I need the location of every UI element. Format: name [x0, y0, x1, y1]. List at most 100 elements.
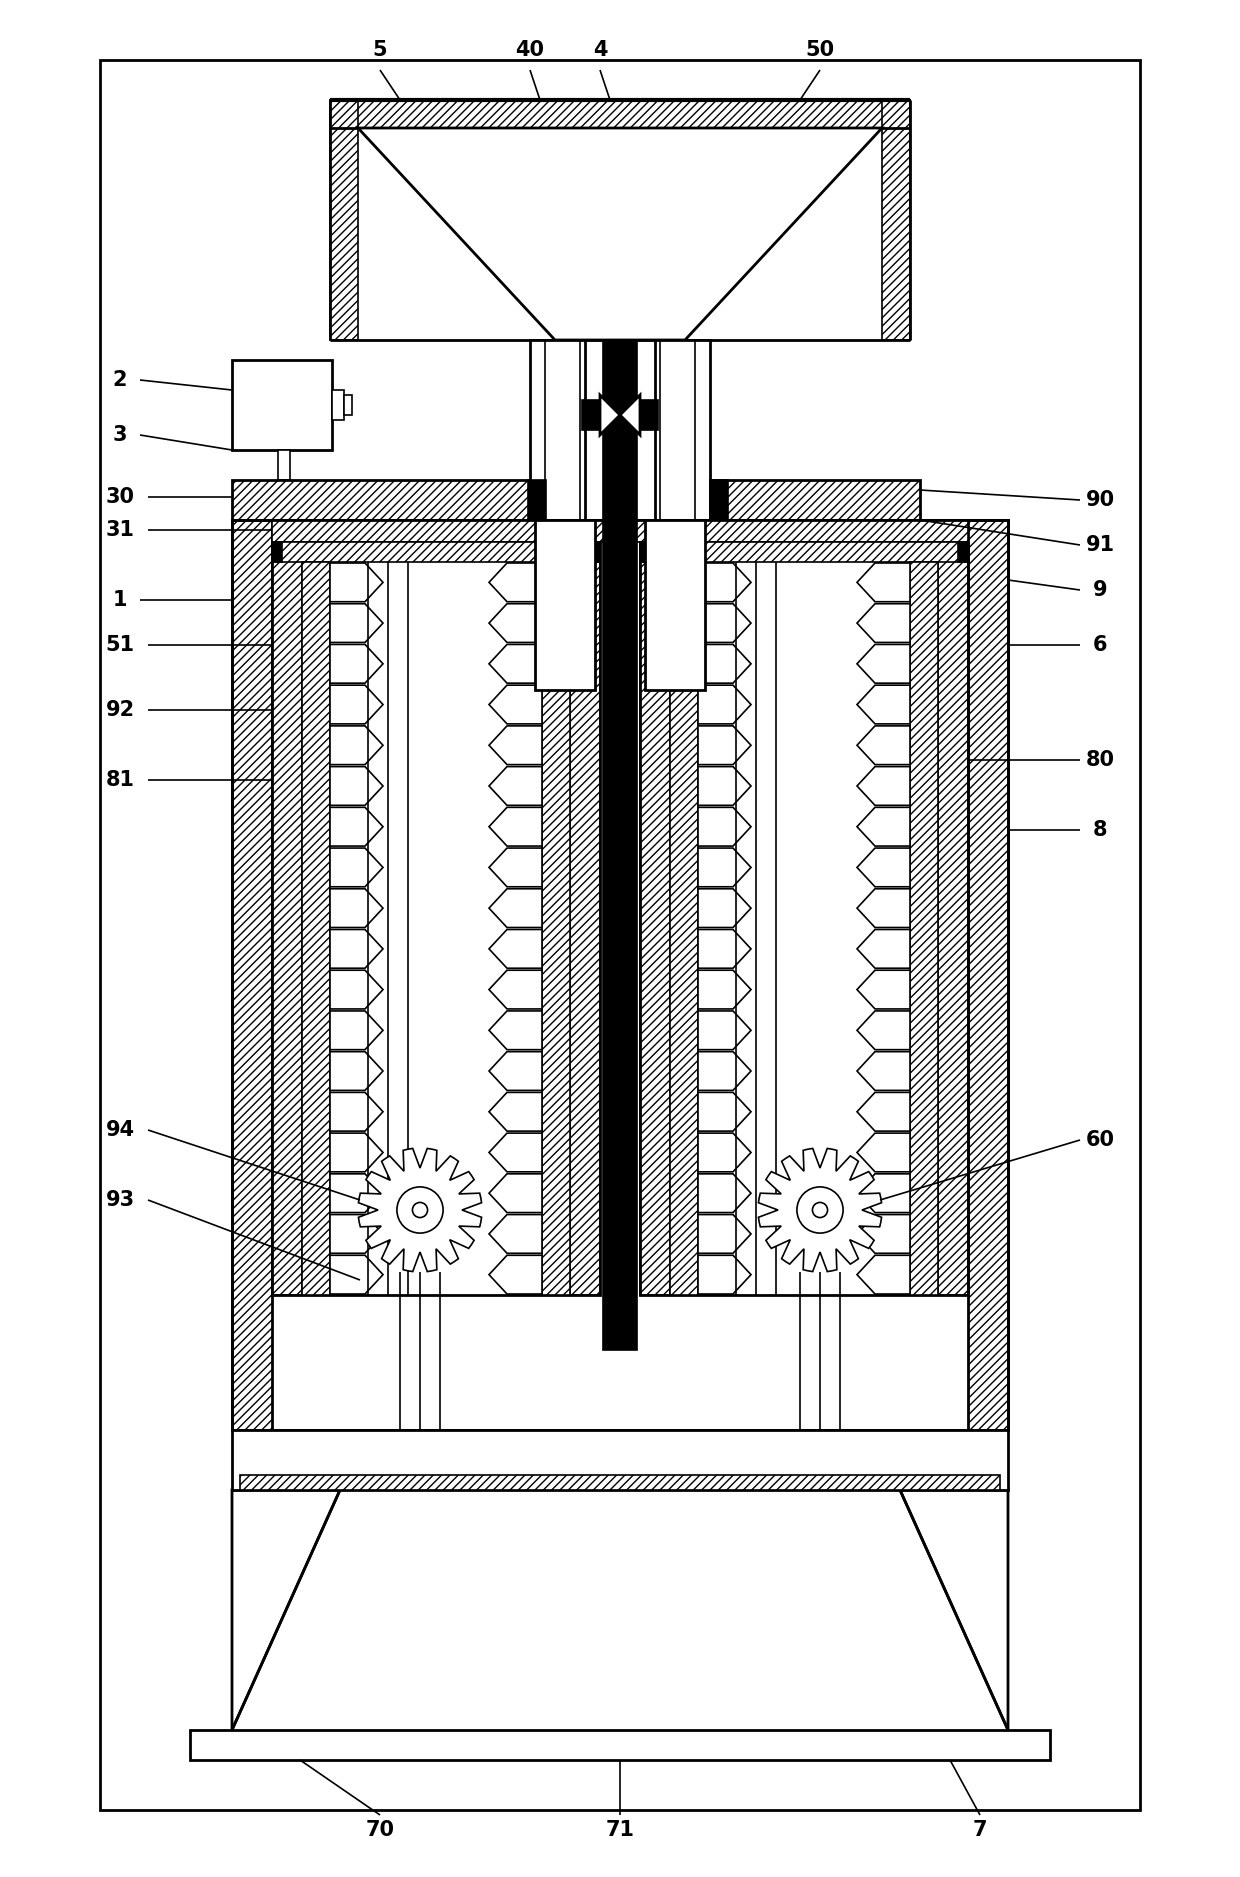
Polygon shape [698, 807, 751, 847]
Polygon shape [330, 766, 383, 805]
Text: 71: 71 [605, 1821, 635, 1839]
Polygon shape [489, 1012, 542, 1049]
Bar [232, 520, 1008, 1430]
Polygon shape [857, 1012, 910, 1049]
Polygon shape [857, 1134, 910, 1171]
Circle shape [413, 1203, 428, 1218]
Polygon shape [489, 766, 542, 805]
Polygon shape [330, 929, 383, 969]
Polygon shape [489, 685, 542, 725]
Polygon shape [698, 970, 751, 1010]
Polygon shape [857, 807, 910, 847]
Polygon shape [698, 563, 751, 603]
Text: 50: 50 [806, 39, 835, 60]
Text: 90: 90 [1085, 490, 1115, 511]
Polygon shape [698, 1256, 751, 1293]
Bar [232, 481, 529, 520]
Polygon shape [489, 1214, 542, 1254]
Polygon shape [857, 848, 910, 886]
Polygon shape [698, 766, 751, 805]
Polygon shape [857, 766, 910, 805]
Bar [232, 1430, 1008, 1490]
Text: 6: 6 [1092, 634, 1107, 655]
Bar [529, 340, 585, 541]
Bar [910, 561, 937, 1295]
Polygon shape [489, 970, 542, 1010]
Bar [603, 340, 637, 1350]
Polygon shape [358, 1149, 481, 1271]
Bar [272, 542, 600, 561]
Bar [639, 400, 658, 430]
Text: 80: 80 [1085, 751, 1115, 770]
Polygon shape [600, 394, 640, 435]
Polygon shape [857, 1051, 910, 1091]
Polygon shape [857, 1092, 910, 1132]
Polygon shape [330, 685, 383, 725]
Bar [937, 542, 968, 1295]
Text: 51: 51 [105, 634, 135, 655]
Bar [272, 520, 968, 542]
Text: 4: 4 [593, 39, 608, 60]
Polygon shape [330, 644, 383, 683]
Polygon shape [232, 1490, 340, 1731]
Polygon shape [330, 1173, 383, 1213]
Polygon shape [489, 929, 542, 969]
Polygon shape [857, 1214, 910, 1254]
Polygon shape [857, 890, 910, 927]
Text: 8: 8 [1092, 820, 1107, 841]
Polygon shape [489, 1092, 542, 1132]
Bar [272, 542, 600, 1295]
Bar [640, 542, 968, 561]
Polygon shape [698, 929, 751, 969]
Bar [670, 561, 698, 1295]
Polygon shape [698, 1214, 751, 1254]
Bar [542, 561, 570, 1295]
Polygon shape [698, 1012, 751, 1049]
Polygon shape [330, 1012, 383, 1049]
Polygon shape [857, 1173, 910, 1213]
Bar [968, 520, 1008, 1430]
Bar [278, 450, 290, 481]
Bar [959, 542, 968, 561]
Polygon shape [698, 1134, 751, 1171]
Text: 93: 93 [105, 1190, 135, 1211]
Bar [330, 99, 910, 128]
Polygon shape [489, 807, 542, 847]
Bar [582, 400, 601, 430]
Polygon shape [698, 685, 751, 725]
Bar [100, 60, 1140, 1809]
Polygon shape [330, 563, 383, 603]
Polygon shape [698, 604, 751, 642]
Polygon shape [330, 848, 383, 886]
Polygon shape [698, 1173, 751, 1213]
Text: 1: 1 [113, 589, 128, 610]
Text: 92: 92 [105, 700, 135, 721]
Polygon shape [857, 563, 910, 603]
Text: 31: 31 [105, 520, 134, 541]
Bar [640, 542, 670, 1295]
Bar [640, 542, 650, 561]
Bar [232, 360, 332, 450]
Bar [343, 394, 352, 415]
Text: 5: 5 [373, 39, 387, 60]
Polygon shape [330, 1092, 383, 1132]
Text: 70: 70 [366, 1821, 394, 1839]
Bar [190, 1731, 1050, 1761]
Bar [272, 542, 303, 1295]
Polygon shape [489, 890, 542, 927]
Text: 30: 30 [105, 486, 134, 507]
Polygon shape [698, 1051, 751, 1091]
Bar [570, 542, 600, 1295]
Text: 91: 91 [1085, 535, 1115, 556]
Text: 2: 2 [113, 370, 128, 390]
Polygon shape [698, 890, 751, 927]
Polygon shape [698, 726, 751, 764]
Polygon shape [489, 848, 542, 886]
Text: 7: 7 [972, 1821, 987, 1839]
Polygon shape [330, 604, 383, 642]
Polygon shape [330, 970, 383, 1010]
Bar [232, 520, 272, 1430]
Polygon shape [698, 644, 751, 683]
Bar [711, 481, 728, 520]
Bar [711, 481, 920, 520]
